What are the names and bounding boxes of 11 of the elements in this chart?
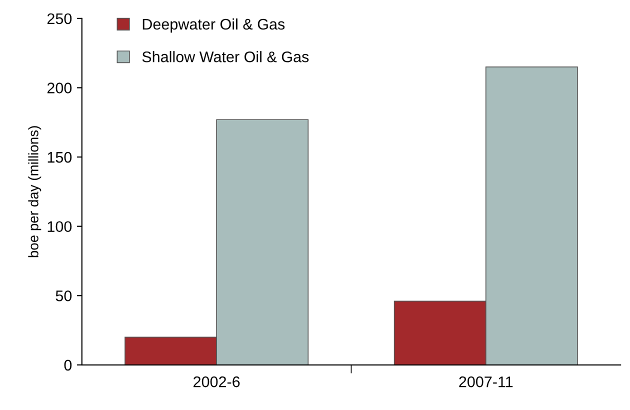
legend-label: Deepwater Oil & Gas	[142, 18, 285, 33]
y-tick-label: 250	[47, 13, 72, 24]
y-tick-label: 200	[47, 82, 72, 94]
y-tick-label: 0	[64, 360, 72, 371]
x-tick-label: 2002-6	[194, 376, 240, 388]
y-axis-title: boe per day (millions)	[28, 126, 42, 258]
y-tick-label: 150	[48, 152, 72, 163]
x-tick-label: 2007-11	[459, 376, 513, 388]
y-tick-label: 100	[48, 221, 72, 232]
y-tick-label: 50	[56, 290, 72, 302]
legend-label: Shallow Water Oil & Gas	[142, 51, 309, 62]
